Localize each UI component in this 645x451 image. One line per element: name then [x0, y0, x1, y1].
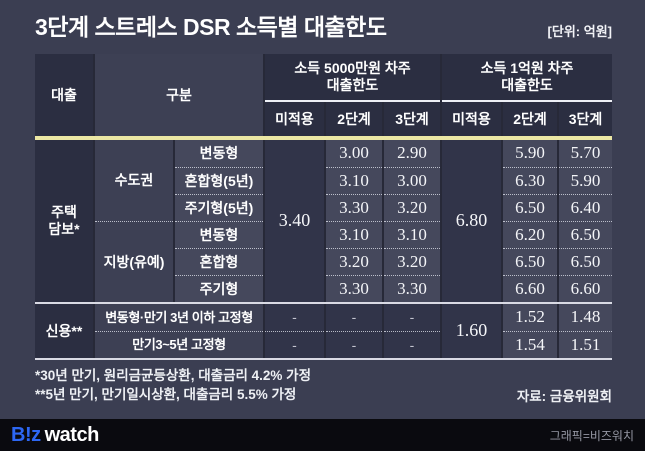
footnotes: *30년 만기, 원리금균등상환, 대출금리 4.2% 가정 **5년 만기, …: [35, 367, 311, 405]
loan-type-mortgage: 주택 담보*: [35, 140, 93, 302]
value-cell: 3.10: [384, 221, 440, 248]
footnote-1: *30년 만기, 원리금균등상환, 대출금리 4.2% 가정: [35, 368, 312, 383]
header-divider-yellow: [35, 136, 612, 140]
graphic-credit: 그래픽=비즈워치: [549, 428, 634, 443]
rate-type-cell: 변동형: [175, 221, 263, 248]
value-cell: 3.10: [326, 221, 382, 248]
logo-biz: B!z: [11, 423, 41, 446]
bizwatch-logo: B!z watch: [11, 424, 99, 447]
group-title-line1: 소득 1억원 차주: [480, 60, 574, 77]
region-jibang: 지방(유예): [95, 221, 173, 302]
loan-mortgage-line2: 담보*: [48, 221, 80, 237]
value-cell: 6.50: [503, 248, 557, 275]
value-cell: 3.00: [384, 167, 440, 194]
value-cell: 6.20: [503, 221, 557, 248]
region-sudogwon: 수도권: [95, 140, 173, 221]
credit-100m-base: 1.60: [442, 304, 501, 358]
value-cell: 5.90: [559, 167, 612, 194]
credit-type-row1: 변동형·만기 3년 이하 고정형: [95, 304, 263, 331]
na-cell: -: [326, 331, 382, 358]
subheader-5000-none: 미적용: [265, 102, 324, 136]
subheader-100m-step2: 2단계: [503, 102, 557, 136]
value-cell: 3.30: [326, 194, 382, 221]
header-category: 구분: [95, 54, 263, 136]
loan-type-credit: 신용**: [35, 304, 93, 358]
value-cell: 6.60: [559, 275, 612, 302]
rate-type-cell: 변동형: [175, 140, 263, 167]
value-cell: 1.52: [503, 304, 557, 331]
value-cell: 6.60: [503, 275, 557, 302]
value-cell: 2.90: [384, 140, 440, 167]
subheader-100m-step3: 3단계: [559, 102, 612, 136]
group-title-line1: 소득 5000만원 차주: [294, 60, 411, 77]
na-cell: -: [384, 304, 440, 331]
logo-watch: watch: [44, 423, 100, 446]
value-cell: 5.70: [559, 140, 612, 167]
rate-type-cell: 혼합형: [175, 248, 263, 275]
value-cell: 3.10: [326, 167, 382, 194]
value-cell: 6.30: [503, 167, 557, 194]
footnotes-row: *30년 만기, 원리금균등상환, 대출금리 4.2% 가정 **5년 만기, …: [0, 360, 645, 405]
unit-label: [단위: 억원]: [547, 24, 612, 39]
group-title-line2: 대출한도: [326, 77, 379, 93]
value-cell: 3.30: [326, 275, 382, 302]
credit-type-row2: 만기3~5년 고정형: [95, 331, 263, 358]
header-group-income-5000: 소득 5000만원 차주 대출한도: [265, 54, 440, 102]
subheader-100m-none: 미적용: [442, 102, 501, 136]
value-cell: 3.00: [326, 140, 382, 167]
dsr-loan-limit-table: 대출 구분 소득 5000만원 차주 대출한도 소득 1억원 차주 대출한도 미…: [35, 54, 612, 360]
value-cell: 6.40: [559, 194, 612, 221]
value-cell: 1.51: [559, 331, 612, 358]
value-cell: 6.50: [559, 221, 612, 248]
subheader-5000-step3: 3단계: [384, 102, 440, 136]
group-title-line2: 대출한도: [501, 77, 553, 93]
value-100m-base: 6.80: [442, 140, 501, 302]
value-cell: 3.20: [384, 194, 440, 221]
page-title: 3단계 스트레스 DSR 소득별 대출한도: [35, 14, 387, 40]
value-cell: 1.54: [503, 331, 557, 358]
table-bottom-border: [35, 358, 612, 360]
rate-type-cell: 혼합형(5년): [175, 167, 263, 194]
na-cell: -: [384, 331, 440, 358]
rate-type-cell: 주기형: [175, 275, 263, 302]
value-cell: 3.30: [384, 275, 440, 302]
na-cell: -: [265, 304, 324, 331]
value-cell: 6.50: [503, 194, 557, 221]
footer-bar: B!z watch 그래픽=비즈워치: [0, 419, 645, 451]
value-cell: 6.50: [559, 248, 612, 275]
header-group-income-100m: 소득 1억원 차주 대출한도: [442, 54, 612, 102]
value-cell: 5.90: [503, 140, 557, 167]
rate-type-cell: 주기형(5년): [175, 194, 263, 221]
value-cell: 3.20: [326, 248, 382, 275]
loan-mortgage-line1: 주택: [51, 204, 77, 221]
subheader-5000-step2: 2단계: [326, 102, 382, 136]
value-cell: 3.20: [384, 248, 440, 275]
value-5000-base: 3.40: [265, 140, 324, 302]
source-label: 자료: 금융위원회: [516, 388, 612, 404]
title-bar: 3단계 스트레스 DSR 소득별 대출한도 [단위: 억원]: [0, 0, 645, 42]
footnote-2: **5년 만기, 만기일시상환, 대출금리 5.5% 가정: [35, 386, 297, 402]
na-cell: -: [265, 331, 324, 358]
section-divider: [35, 302, 612, 304]
value-cell: 1.48: [559, 304, 612, 331]
header-loan: 대출: [35, 54, 93, 136]
na-cell: -: [326, 304, 382, 331]
